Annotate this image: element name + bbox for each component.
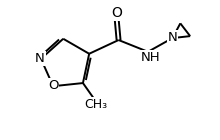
Text: CH₃: CH₃ bbox=[84, 98, 107, 111]
Text: N: N bbox=[168, 31, 177, 44]
Text: N: N bbox=[35, 52, 45, 65]
Text: O: O bbox=[112, 6, 123, 20]
Text: NH: NH bbox=[141, 51, 161, 64]
Text: O: O bbox=[48, 79, 58, 92]
